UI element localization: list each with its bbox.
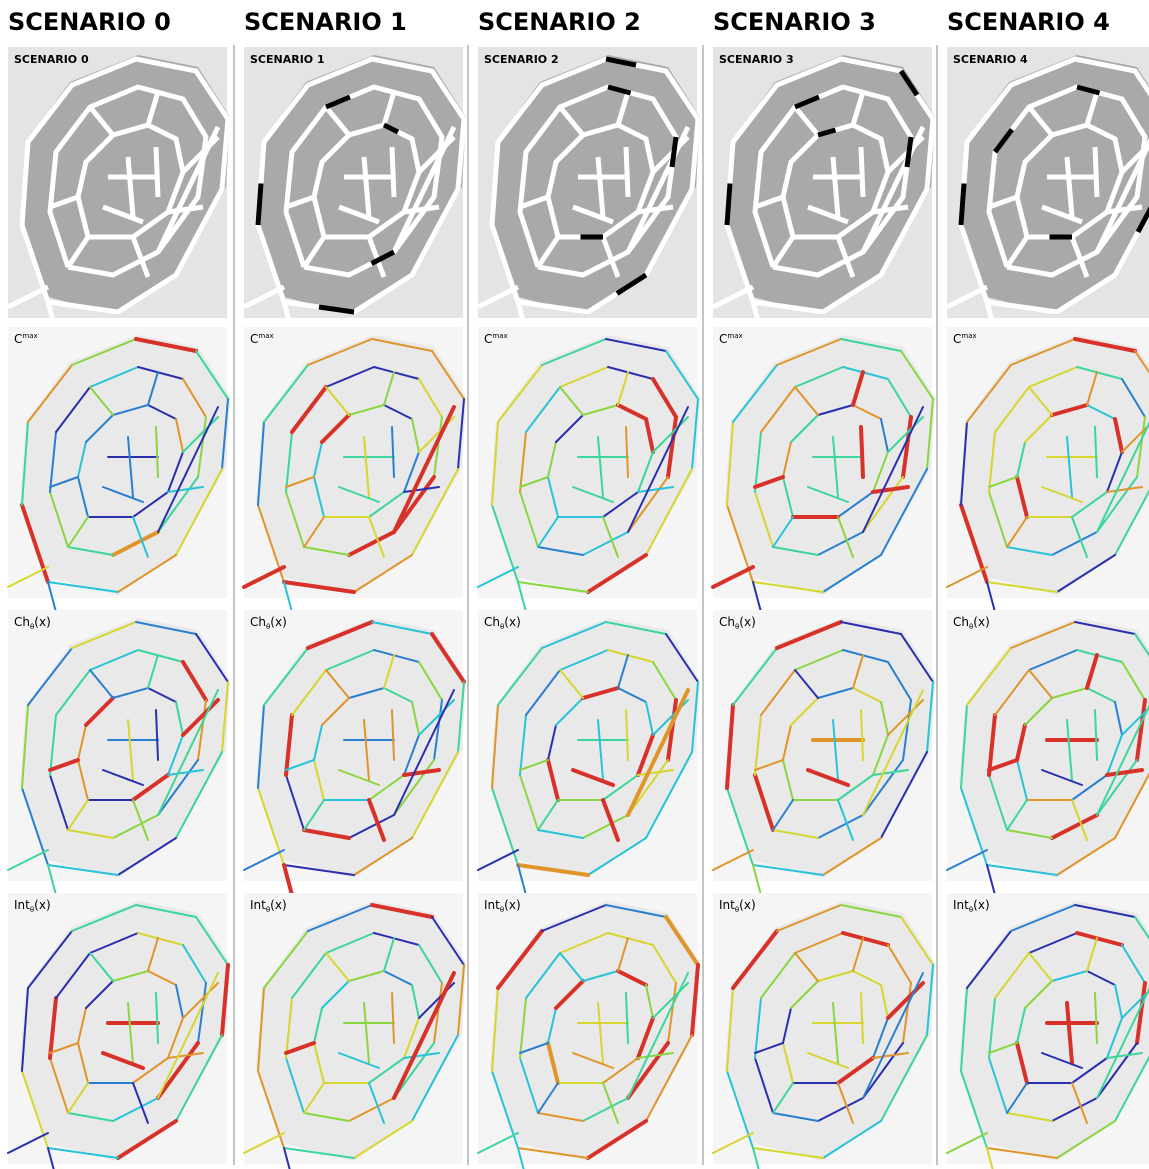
map-panel: Chθ(x)	[8, 610, 230, 895]
column-heading: SCENARIO 1	[244, 8, 407, 36]
street	[1095, 147, 1097, 197]
map-panel: Chθ(x)	[244, 610, 466, 895]
row-label-part: Int	[484, 898, 500, 912]
row-label-part: Ch	[953, 615, 969, 629]
map-label: SCENARIO 2	[484, 53, 559, 66]
column-heading: SCENARIO 4	[947, 8, 1110, 36]
row-label-part: Int	[719, 898, 735, 912]
map-label: SCENARIO 3	[719, 53, 794, 66]
row-label-part: max	[727, 332, 742, 340]
row-label-part: C	[14, 332, 22, 346]
map-panel: Intθ(x)	[478, 893, 700, 1169]
map-panel: Intθ(x)	[244, 893, 466, 1169]
closed-street	[961, 184, 964, 226]
map-panel: Intθ(x)	[713, 893, 935, 1169]
row-label-part: Ch	[250, 615, 266, 629]
map-panel: Chθ(x)	[713, 610, 935, 895]
row-label-part: Ch	[484, 615, 500, 629]
map-label: SCENARIO 0	[14, 53, 89, 66]
map-panel: Cmax	[244, 327, 466, 612]
row-label-part: max	[492, 332, 507, 340]
row-label-part: (x)	[504, 898, 520, 912]
row-label-part: (x)	[739, 615, 755, 629]
figure: SCENARIO 0SCENARIO 0CmaxChθ(x)Intθ(x)SCE…	[0, 0, 1149, 1169]
network-edge	[861, 427, 863, 477]
map-panel: SCENARIO 4	[947, 47, 1149, 332]
row-label-part: max	[22, 332, 37, 340]
street	[392, 147, 394, 197]
map-panel: Cmax	[947, 327, 1149, 612]
row-label-part: (x)	[739, 898, 755, 912]
map-panel: SCENARIO 3	[713, 47, 935, 332]
row-label-part: C	[484, 332, 492, 346]
row-label-part: (x)	[973, 898, 989, 912]
street	[861, 147, 863, 197]
row-label-part: max	[961, 332, 976, 340]
row-label-part: Int	[953, 898, 969, 912]
row-label-part: C	[953, 332, 961, 346]
street	[156, 147, 158, 197]
map-label: SCENARIO 1	[250, 53, 325, 66]
map-panel: SCENARIO 1	[244, 47, 466, 332]
map-panel: SCENARIO 0	[8, 47, 230, 332]
row-label-part: Ch	[14, 615, 30, 629]
column-heading: SCENARIO 3	[713, 8, 876, 36]
street	[626, 147, 628, 197]
map-label: SCENARIO 4	[953, 53, 1028, 66]
column-heading: SCENARIO 0	[8, 8, 171, 36]
map-panel: Intθ(x)	[947, 893, 1149, 1169]
row-label-part: (x)	[34, 898, 50, 912]
row-label-part: (x)	[270, 615, 286, 629]
closed-street	[727, 184, 730, 226]
row-label-part: Int	[14, 898, 30, 912]
row-label-part: max	[258, 332, 273, 340]
map-panel: SCENARIO 2	[478, 47, 700, 332]
row-label-part: (x)	[973, 615, 989, 629]
map-panel: Cmax	[713, 327, 935, 612]
row-label-part: C	[250, 332, 258, 346]
column-heading: SCENARIO 2	[478, 8, 641, 36]
row-label-part: Ch	[719, 615, 735, 629]
map-panel: Intθ(x)	[8, 893, 230, 1169]
map-panel: Chθ(x)	[947, 610, 1149, 895]
row-label-part: (x)	[34, 615, 50, 629]
closed-street	[258, 184, 261, 226]
map-panel: Chθ(x)	[478, 610, 700, 895]
row-label-part: C	[719, 332, 727, 346]
row-label-part: (x)	[504, 615, 520, 629]
map-panel: Cmax	[8, 327, 230, 612]
map-panel: Cmax	[478, 327, 700, 612]
row-label-part: (x)	[270, 898, 286, 912]
row-label-part: Int	[250, 898, 266, 912]
